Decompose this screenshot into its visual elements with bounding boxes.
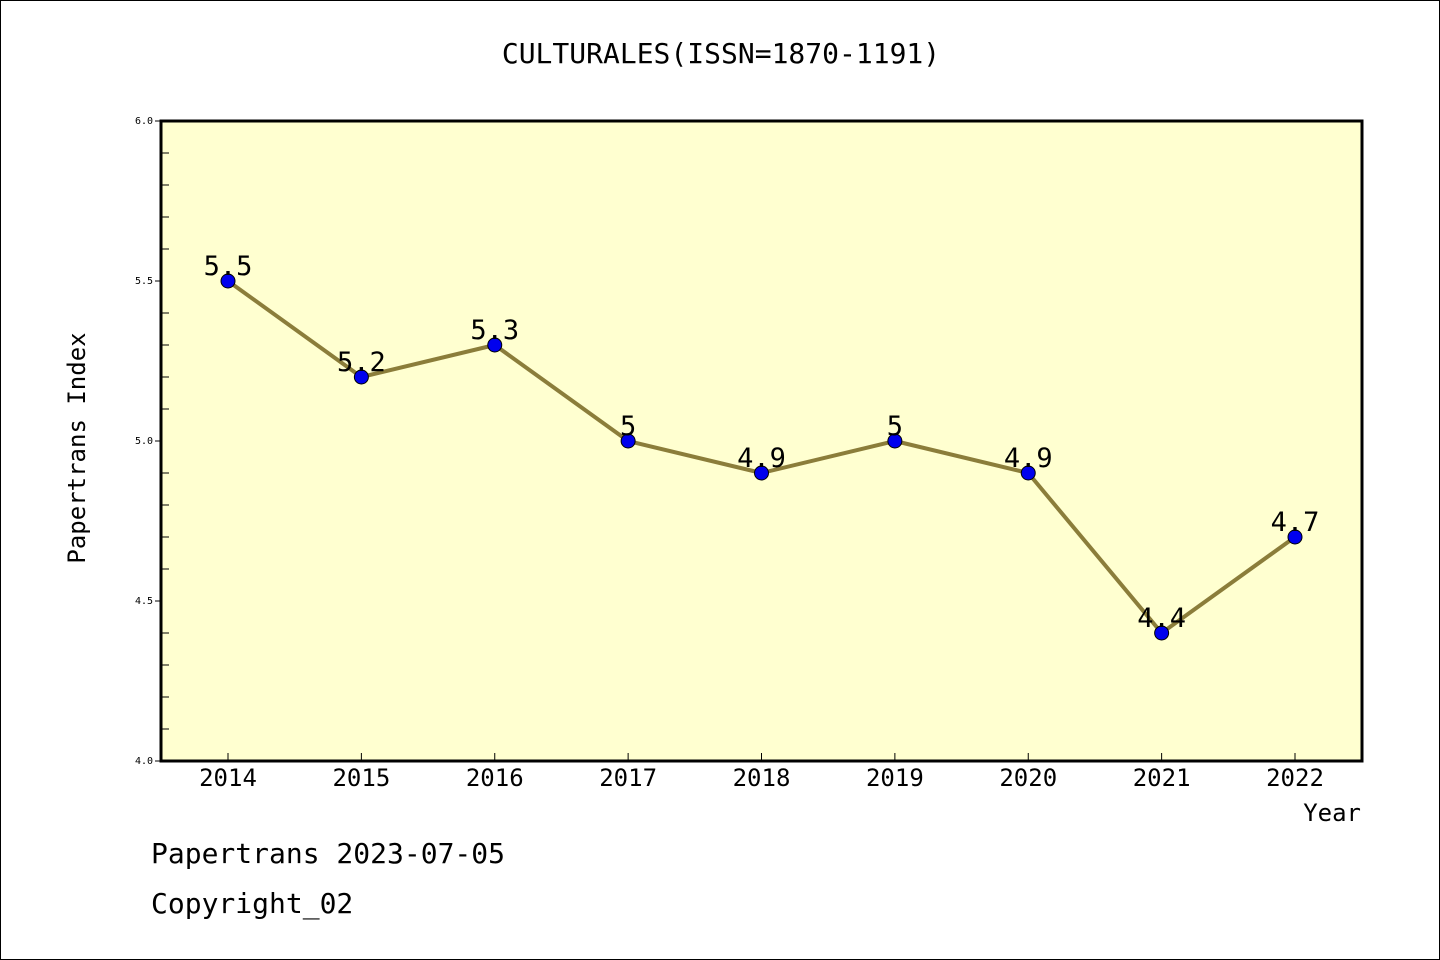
y-axis: 4.0 4.5 5.0 5.5 6.0	[135, 116, 169, 767]
x-axis-label: Year	[1303, 799, 1361, 827]
footer-copyright: Copyright_02	[151, 887, 354, 920]
data-point	[1154, 625, 1170, 641]
x-tick-label: 2020	[999, 764, 1057, 792]
x-tick-label: 2017	[599, 764, 657, 792]
data-point	[887, 433, 903, 449]
footer-date: Papertrans 2023-07-05	[151, 837, 506, 870]
y-tick-label: 4.0	[135, 756, 153, 767]
data-label: 4.4	[1137, 603, 1186, 634]
data-point	[220, 273, 236, 289]
data-point	[353, 369, 369, 385]
y-tick-label: 4.5	[135, 596, 153, 607]
y-tick-label: 5.0	[135, 436, 153, 447]
data-label: 5.5	[204, 251, 253, 282]
data-label: 5	[620, 411, 636, 442]
x-tick-label: 2018	[733, 764, 791, 792]
data-label: 4.9	[737, 443, 786, 474]
data-label: 4.7	[1271, 507, 1320, 538]
plot-area	[159, 119, 1364, 763]
x-tick-label: 2014	[199, 764, 257, 792]
y-tick-label: 6.0	[135, 116, 153, 127]
x-axis: 2014 2015 2016 2017 2018 2019 2020 2021 2022	[199, 753, 1324, 792]
data-label: 4.9	[1004, 443, 1053, 474]
data-point	[1287, 529, 1303, 545]
data-label: 5.2	[337, 347, 386, 378]
y-axis-label: Papertrans Index	[63, 332, 91, 563]
x-tick-label: 2015	[332, 764, 390, 792]
data-point	[1020, 465, 1036, 481]
data-label: 5	[887, 411, 903, 442]
x-tick-label: 2021	[1133, 764, 1191, 792]
data-point	[487, 337, 503, 353]
data-label: 5.3	[470, 315, 519, 346]
x-tick-label: 2022	[1266, 764, 1324, 792]
data-point	[620, 433, 636, 449]
x-tick-label: 2019	[866, 764, 924, 792]
chart-title: CULTURALES(ISSN=1870-1191)	[501, 37, 941, 70]
x-tick-label: 2016	[466, 764, 524, 792]
y-tick-label: 5.5	[135, 276, 153, 287]
series-group: 5.5 5.2 5.3 5 4.9 5 4.9 4.4 4.7	[204, 251, 1320, 641]
data-point	[754, 465, 769, 481]
